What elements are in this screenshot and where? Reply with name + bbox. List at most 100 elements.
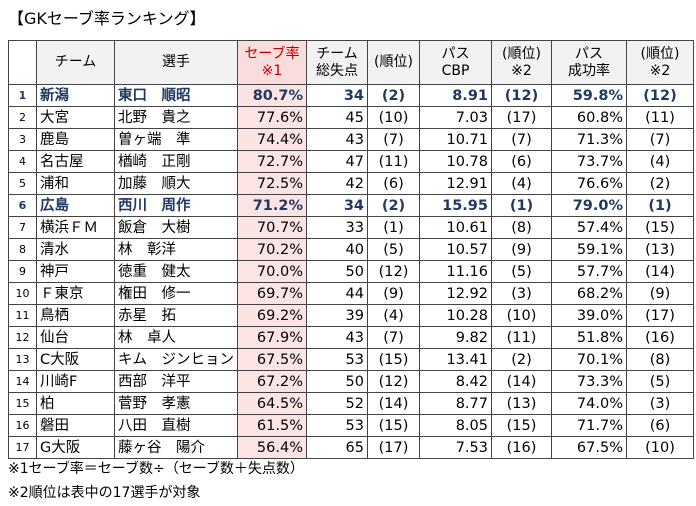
gk-ranking-table: チーム 選手 セーブ率 ※1 チーム 総失点 (順位) パス CBP (順位) ※2 パ…: [8, 40, 694, 459]
cbp-rank-cell: (10): [491, 304, 552, 327]
row-number: 9: [8, 260, 37, 283]
table-row: 13 C大阪 キム ジンヒョン 67.5% 53 (15) 13.41 (2) 70.1% (8): [8, 348, 694, 371]
cbp-rank-cell: (15): [491, 414, 552, 437]
cbp-rank-cell: (4): [491, 172, 552, 195]
pass-cbp-cell: 12.91: [419, 172, 492, 195]
success-rank-cell: (16): [626, 326, 694, 349]
team-cell: 仙台: [36, 326, 115, 349]
header-save-rate: セーブ率 ※1: [237, 40, 307, 85]
pass-cbp-cell: 8.05: [419, 414, 492, 437]
table-row: 15 柏菅野 孝憲 64.5% 52 (14) 8.77 (13) 74.0% (3): [8, 392, 694, 415]
pass-cbp-cell: 11.16: [419, 260, 492, 283]
cbp-rank-cell: (13): [491, 392, 552, 415]
pass-success-cell: 67.5%: [551, 436, 627, 459]
pass-success-cell: 79.0%: [551, 194, 627, 217]
success-rank-cell: (4): [626, 150, 694, 173]
player-cell: 林 彰洋: [114, 238, 238, 261]
save-rate-cell: 72.7%: [237, 150, 307, 173]
save-rate-cell: 67.2%: [237, 370, 307, 393]
pass-cbp-cell: 12.92: [419, 282, 492, 305]
player-cell: 林 卓人: [114, 326, 238, 349]
goals-against-rank-cell: (15): [367, 348, 420, 371]
pass-cbp-cell: 10.28: [419, 304, 492, 327]
goals-against-rank-cell: (7): [367, 326, 420, 349]
goals-against-cell: 43: [306, 128, 368, 151]
table-row: 16 磐田 八田 直樹 61.5% 53 (15) 8.05 (15) 71.7% (6): [8, 414, 694, 437]
team-cell: 川崎F: [36, 370, 115, 393]
save-rate-cell: 69.2%: [237, 304, 307, 327]
cbp-rank-cell: (2): [491, 348, 552, 371]
goals-against-cell: 50: [306, 370, 368, 393]
table-header-row: チーム 選手 セーブ率 ※1 チーム 総失点 (順位) パス CBP (順位) ※2 パ…: [8, 40, 694, 85]
success-rank-cell: (14): [626, 260, 694, 283]
save-rate-cell: 64.5%: [237, 392, 307, 415]
team-cell: 横浜ＦＭ: [36, 216, 115, 239]
row-number: 8: [8, 238, 37, 261]
table-row: 5 浦和 加藤 順大 72.5% 42 (6) 12.91 (4) 76.6% (2): [8, 172, 694, 195]
pass-cbp-cell: 10.61: [419, 216, 492, 239]
cbp-rank-cell: (3): [491, 282, 552, 305]
goals-against-rank-cell: (4): [367, 304, 420, 327]
row-number: 12: [8, 326, 37, 349]
save-rate-cell: 70.2%: [237, 238, 307, 261]
header-cbp-rank: (順位) ※2: [491, 40, 552, 85]
player-cell: 曽ヶ端 準: [114, 128, 238, 151]
team-cell: 新潟: [36, 84, 115, 107]
pass-cbp-cell: 10.71: [419, 128, 492, 151]
player-cell: 赤星 拓: [114, 304, 238, 327]
success-rank-cell: (11): [626, 106, 694, 129]
goals-against-rank-cell: (2): [367, 194, 420, 217]
pass-cbp-cell: 7.03: [419, 106, 492, 129]
goals-against-rank-cell: (15): [367, 414, 420, 437]
goals-against-rank-cell: (6): [367, 172, 420, 195]
success-rank-cell: (7): [626, 128, 694, 151]
header-success-rank: (順位) ※2: [626, 40, 694, 85]
row-number: 16: [8, 414, 37, 437]
header-player: 選手: [114, 40, 238, 85]
row-number: 11: [8, 304, 37, 327]
footnote-2: ※2順位は表中の17選手が対象: [8, 485, 201, 501]
row-number: 10: [8, 282, 37, 305]
header-number: [8, 40, 37, 85]
goals-against-rank-cell: (11): [367, 150, 420, 173]
success-rank-cell: (6): [626, 414, 694, 437]
goals-against-rank-cell: (5): [367, 238, 420, 261]
row-number: 2: [8, 106, 37, 129]
team-cell: 大宮: [36, 106, 115, 129]
player-cell: 西部 洋平: [114, 370, 238, 393]
table-row: 12 仙台林 卓人 67.9% 43 (7) 9.82 (11) 51.8% (16): [8, 326, 694, 349]
team-cell: 神戸: [36, 260, 115, 283]
goals-against-cell: 39: [306, 304, 368, 327]
save-rate-cell: 80.7%: [237, 84, 307, 107]
row-number: 4: [8, 150, 37, 173]
pass-cbp-cell: 13.41: [419, 348, 492, 371]
pass-success-cell: 70.1%: [551, 348, 627, 371]
goals-against-cell: 52: [306, 392, 368, 415]
cbp-rank-cell: (12): [491, 84, 552, 107]
pass-cbp-cell: 7.53: [419, 436, 492, 459]
goals-against-rank-cell: (14): [367, 392, 420, 415]
table-row: 10 Ｆ東京 権田 修一 69.7% 44 (9) 12.92 (3) 68.2% (9): [8, 282, 694, 305]
cbp-rank-cell: (11): [491, 326, 552, 349]
row-number: 15: [8, 392, 37, 415]
pass-success-cell: 76.6%: [551, 172, 627, 195]
team-cell: Ｆ東京: [36, 282, 115, 305]
cbp-rank-cell: (1): [491, 194, 552, 217]
table-row: 11 鳥栖 赤星 拓 69.2% 39 (4) 10.28 (10) 39.0% (17): [8, 304, 694, 327]
pass-success-cell: 57.7%: [551, 260, 627, 283]
goals-against-cell: 53: [306, 348, 368, 371]
save-rate-cell: 67.9%: [237, 326, 307, 349]
table-row: 2 大宮 北野 貴之 77.6% 45 (10) 7.03 (17) 60.8% (11): [8, 106, 694, 129]
cbp-rank-cell: (8): [491, 216, 552, 239]
success-rank-cell: (3): [626, 392, 694, 415]
footnote-1: ※1セーブ率＝セーブ数÷（セーブ数＋失点数）: [8, 461, 304, 477]
pass-cbp-cell: 8.77: [419, 392, 492, 415]
pass-success-cell: 60.8%: [551, 106, 627, 129]
row-number: 17: [8, 436, 37, 459]
table-row: 7 横浜ＦＭ 飯倉 大樹 70.7% 33 (1) 10.61 (8) 57.4% (15): [8, 216, 694, 239]
table-row: 14 川崎F 西部 洋平 67.2% 50 (12) 8.42 (14) 73.3% (5): [8, 370, 694, 393]
pass-success-cell: 73.3%: [551, 370, 627, 393]
goals-against-rank-cell: (1): [367, 216, 420, 239]
team-cell: 磐田: [36, 414, 115, 437]
goals-against-rank-cell: (12): [367, 370, 420, 393]
